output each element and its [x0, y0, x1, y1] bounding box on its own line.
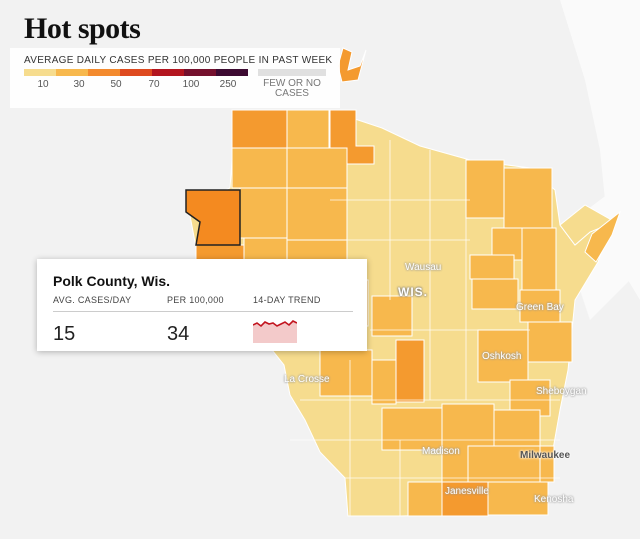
legend-ramp-swatch — [56, 69, 88, 76]
avg-cases-header: AVG. CASES/DAY — [53, 295, 132, 305]
polk-county-highlight[interactable] — [185, 189, 241, 246]
legend-tick: 50 — [110, 79, 122, 90]
legend-ramp-swatch — [120, 69, 152, 76]
legend-ticks: 10 30 50 70 100 250 — [24, 79, 254, 91]
legend-ramp-swatch — [216, 69, 248, 76]
trend-header: 14-DAY TREND — [253, 295, 321, 305]
city-label-la-crosse: La Crosse — [284, 374, 330, 385]
trend-sparkline — [253, 320, 297, 343]
city-label-janesville: Janesville — [445, 486, 489, 497]
legend-tick: 70 — [148, 79, 160, 90]
page-title: Hot spots — [24, 12, 141, 45]
city-label-wausau: Wausau — [405, 262, 442, 273]
per-100k-header: PER 100,000 — [167, 295, 224, 305]
legend-ramp-swatch — [88, 69, 120, 76]
legend-ramp-swatch — [152, 69, 184, 76]
legend-tick: 10 — [37, 79, 49, 90]
city-label-kenosha: Kenosha — [534, 494, 574, 505]
tooltip-divider — [53, 311, 353, 312]
avg-cases-value: 15 — [53, 323, 76, 345]
legend-ramp-swatch — [184, 69, 216, 76]
legend-color-ramp — [24, 69, 248, 76]
city-label-madison: Madison — [422, 446, 460, 457]
legend-tick: 250 — [219, 79, 237, 90]
few-cases-swatch — [258, 69, 326, 76]
per-100k-value: 34 — [167, 323, 190, 345]
city-label-oshkosh: Oshkosh — [482, 351, 522, 362]
county-tooltip: Polk County, Wis. AVG. CASES/DAY PER 100… — [37, 259, 367, 351]
city-label-milwaukee: Milwaukee — [520, 450, 571, 461]
state-label: WIS. — [398, 285, 428, 299]
legend-tick: 100 — [182, 79, 200, 90]
tooltip-county-name: Polk County, Wis. — [53, 273, 171, 289]
city-label-green-bay: Green Bay — [516, 302, 564, 313]
city-label-sheboygan: Sheboygan — [536, 386, 587, 397]
legend-tick: 30 — [73, 79, 85, 90]
legend-label: AVERAGE DAILY CASES PER 100,000 PEOPLE I… — [24, 55, 333, 66]
legend-card — [10, 48, 340, 108]
few-cases-label: FEW OR NO CASES — [263, 78, 321, 99]
legend-ramp-swatch — [24, 69, 56, 76]
